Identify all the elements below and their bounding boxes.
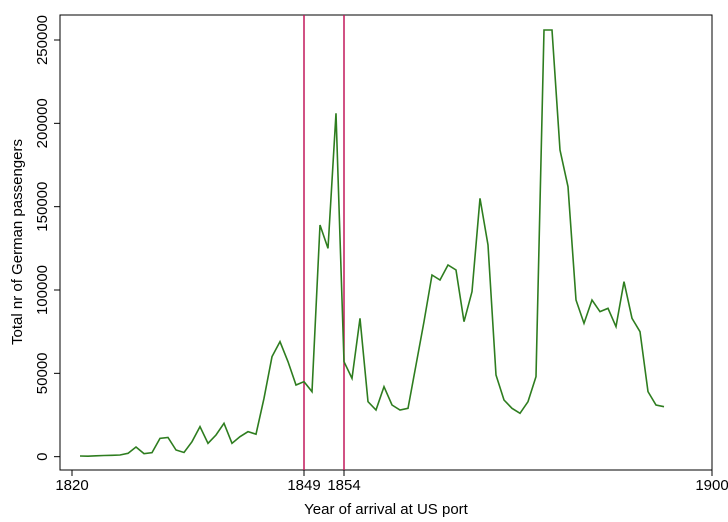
y-tick-label: 250000 [34,15,51,65]
x-axis-label: Year of arrival at US port [304,501,469,518]
data-line [79,29,665,457]
x-tick-label: 1900 [695,477,728,494]
y-tick-label: 50000 [34,352,51,394]
y-tick-label: 200000 [34,98,51,148]
x-tick-label: 1849 [287,477,320,494]
y-tick-label: 150000 [34,182,51,232]
x-tick-label: 1854 [327,477,360,494]
plot-frame [59,14,713,471]
y-tick-label: 100000 [34,265,51,315]
x-tick-label: 1820 [55,477,88,494]
y-axis-label: Total nr of German passengers [9,139,26,345]
y-tick-label: 0 [34,452,51,460]
